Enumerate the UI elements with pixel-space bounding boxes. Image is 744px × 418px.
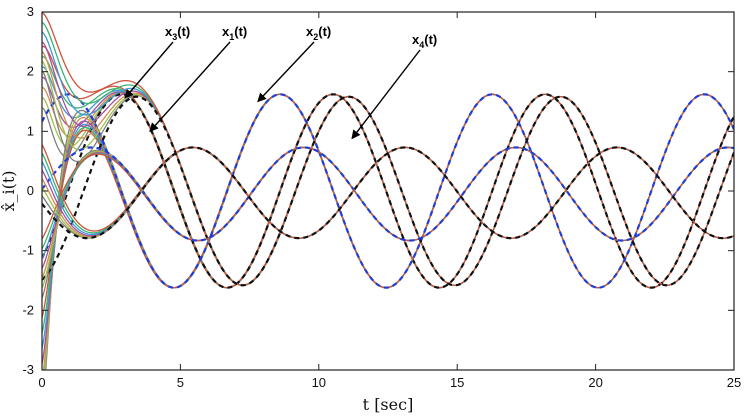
y-axis-label: x̂_i(t) [0, 170, 18, 211]
annotation-label: x3(t) [165, 24, 190, 42]
estimate-line [42, 93, 734, 349]
y-tick-label: -3 [22, 362, 34, 377]
annotation-arrow [351, 49, 421, 140]
y-tick-label: 0 [27, 183, 34, 198]
x-tick-label: 0 [38, 375, 45, 390]
reference-line [42, 93, 734, 289]
annotation-arrow [149, 41, 231, 133]
estimate-line [42, 144, 734, 239]
estimate-line [42, 146, 734, 269]
estimate-line [42, 146, 734, 239]
estimate-line [42, 93, 734, 365]
y-tick-label: 3 [27, 4, 34, 19]
annotations: x3(t) x1(t) x2(t) x4(t) [124, 24, 437, 140]
x-tick-label: 20 [588, 375, 602, 390]
series-3 [42, 12, 734, 287]
x-tick-label: 5 [177, 375, 184, 390]
y-tick-label: -1 [22, 243, 34, 258]
estimate-line [42, 146, 734, 299]
series-2 [42, 93, 734, 370]
annotation-x1: x1(t) [149, 24, 247, 133]
estimate-line [42, 45, 734, 289]
estimate-line [42, 146, 734, 239]
estimate-line [42, 93, 734, 334]
y-tick-label: 2 [27, 64, 34, 79]
series-5 [42, 144, 734, 240]
estimate-line [42, 93, 734, 318]
reference-line [42, 146, 734, 240]
series-4 [42, 146, 734, 299]
estimate-line [42, 146, 734, 239]
estimate-line [42, 146, 734, 239]
y-tick-label: 1 [27, 123, 34, 138]
annotation-x3: x3(t) [124, 24, 190, 99]
reference-line [42, 93, 734, 289]
estimate-line [42, 146, 734, 239]
reference-line [42, 146, 734, 242]
axes-box [41, 11, 735, 371]
y-tick-label: -2 [22, 302, 34, 317]
annotation-label: x4(t) [412, 32, 437, 50]
x-tick-label: 25 [727, 375, 741, 390]
annotation-arrow [124, 41, 174, 99]
x-tick-label: 10 [312, 375, 326, 390]
series-1 [42, 45, 734, 289]
annotation-label: x2(t) [306, 24, 331, 42]
annotation-x2: x2(t) [257, 24, 331, 103]
estimate-line [42, 146, 734, 289]
estimate-line [42, 146, 734, 259]
plot-lines [42, 12, 734, 370]
estimate-line [42, 12, 734, 286]
estimate-line [42, 146, 734, 239]
axis-ticks: 0 5 10 15 20 25 -3 -2 -1 0 1 2 3 [22, 4, 741, 390]
annotation-label: x1(t) [222, 24, 247, 42]
annotation-x4: x4(t) [351, 32, 437, 140]
x-axis-label: t [sec] [363, 395, 414, 414]
x-tick-label: 15 [450, 375, 464, 390]
estimate-line [45, 93, 734, 370]
estimate-line [44, 93, 734, 370]
annotation-arrow [257, 41, 315, 103]
